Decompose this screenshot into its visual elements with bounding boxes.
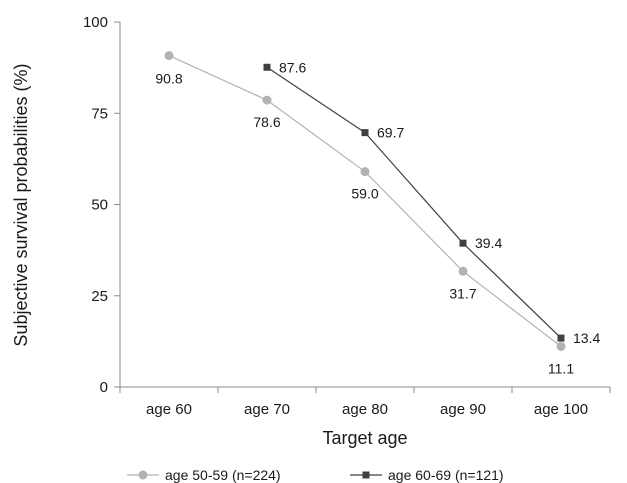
series-2: 87.6 69.7 39.4 13.4 bbox=[263, 59, 600, 346]
data-point bbox=[360, 167, 370, 177]
data-label: 39.4 bbox=[475, 235, 502, 251]
legend-marker bbox=[362, 471, 370, 479]
x-tick-label: age 80 bbox=[342, 401, 388, 418]
y-axis-title: Subjective survival probabilities (%) bbox=[11, 63, 31, 346]
y-tick-label: 25 bbox=[91, 288, 108, 305]
data-label: 59.0 bbox=[351, 186, 378, 202]
data-point bbox=[459, 239, 467, 247]
x-tick-label: age 100 bbox=[534, 401, 588, 418]
series-line bbox=[266, 66, 562, 339]
y-tick-label: 75 bbox=[91, 105, 108, 122]
data-label: 13.4 bbox=[573, 330, 600, 346]
legend-item: age 60-69 (n=121) bbox=[350, 467, 504, 483]
data-point bbox=[164, 51, 174, 61]
data-label: 90.8 bbox=[155, 71, 182, 87]
data-point bbox=[557, 334, 565, 342]
x-tick-label: age 60 bbox=[146, 401, 192, 418]
data-label: 11.1 bbox=[548, 360, 574, 376]
y-tick-label: 100 bbox=[83, 14, 108, 31]
series-layer: 90.8 78.6 59.0 31.7 11.1 87.6 69.7 39.4 13.4 bbox=[155, 51, 600, 376]
y-tick-label: 50 bbox=[91, 197, 108, 214]
data-label: 31.7 bbox=[449, 285, 476, 301]
series-1: 90.8 78.6 59.0 31.7 11.1 bbox=[155, 51, 574, 376]
legend-label: age 60-69 (n=121) bbox=[388, 467, 504, 483]
legend-marker bbox=[138, 470, 148, 480]
x-axis-title: Target age bbox=[322, 428, 407, 448]
legend-item: age 50-59 (n=224) bbox=[127, 467, 281, 483]
data-point bbox=[263, 63, 271, 71]
data-point bbox=[361, 129, 369, 137]
legend: age 50-59 (n=224) age 60-69 (n=121) bbox=[127, 467, 504, 483]
data-label: 69.7 bbox=[377, 125, 404, 141]
x-tick-label: age 90 bbox=[440, 401, 486, 418]
y-tick-label: 0 bbox=[100, 379, 108, 396]
data-point bbox=[458, 266, 468, 276]
y-axis-ticks: 0 25 50 75 100 bbox=[83, 14, 120, 396]
legend-label: age 50-59 (n=224) bbox=[165, 467, 281, 483]
data-point bbox=[262, 95, 272, 105]
x-axis-ticks: age 60 age 70 age 80 age 90 age 100 bbox=[119, 387, 611, 418]
data-point bbox=[556, 341, 566, 351]
data-label: 78.6 bbox=[253, 114, 280, 130]
data-label: 87.6 bbox=[279, 59, 306, 75]
x-tick-label: age 70 bbox=[244, 401, 290, 418]
